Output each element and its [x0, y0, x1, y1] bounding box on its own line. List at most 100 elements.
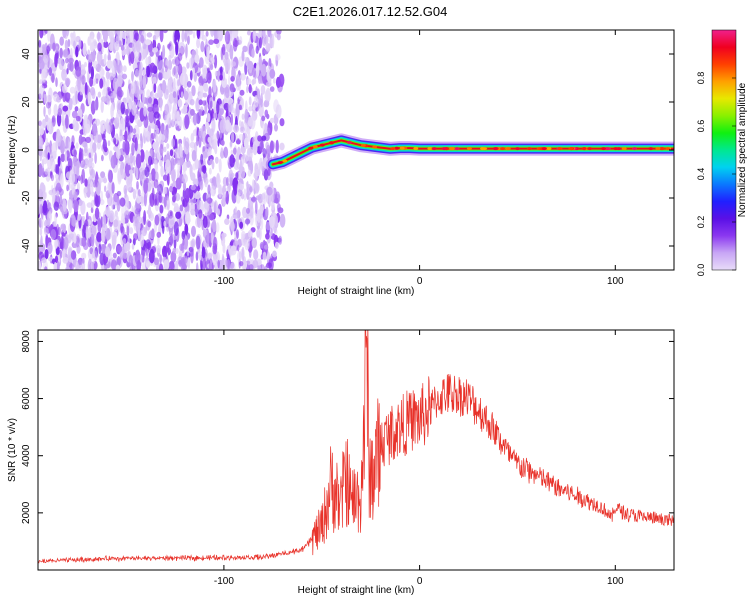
spectrogram-noise-cell: [230, 149, 234, 156]
spectrogram-noise-cell: [48, 87, 53, 101]
spectrogram-noise-cell: [182, 174, 188, 184]
spectrogram-noise-cell: [259, 157, 263, 170]
spectrogram-noise-cell: [146, 65, 151, 78]
spectrogram-noise-cell: [171, 138, 176, 148]
spectrogram-noise-cell: [94, 193, 101, 208]
spectrogram-noise-cell: [175, 248, 179, 254]
spectrogram-noise-cell: [209, 100, 213, 109]
spectrogram-noise-cell: [210, 185, 216, 197]
spectrogram-noise-cell: [73, 199, 79, 213]
spectrogram-noise-cell: [73, 233, 77, 244]
spectrogram-noise-cell: [198, 209, 203, 219]
spectrogram-noise-cell: [159, 204, 164, 214]
spectrogram-noise-cell: [217, 30, 224, 42]
spectrogram-noise-cell: [152, 47, 158, 53]
spectrogram-noise-cell: [232, 147, 237, 155]
spectrogram-noise-cell: [88, 53, 93, 63]
spectrogram-noise-cell: [43, 157, 48, 165]
spectrogram-noise-cell: [68, 200, 73, 214]
spectrogram-trace-cell: [312, 145, 318, 149]
spectrogram-noise-cell: [68, 97, 73, 111]
spectrogram-noise-cell: [65, 30, 70, 37]
spectrogram-noise-cell: [112, 252, 117, 259]
spectrogram-noise-cell: [97, 31, 100, 42]
spectrogram-noise-cell: [153, 124, 158, 131]
spectrogram-noise-cell: [159, 30, 164, 43]
spectrogram-noise-cell: [96, 231, 102, 243]
snr-y-tick-label: 6000: [21, 387, 32, 410]
snr-x-label: Height of straight line (km): [298, 585, 415, 596]
spectrogram-noise-cell: [149, 51, 154, 57]
spectrogram-noise-cell: [261, 135, 267, 141]
snr-x-tick-label: 100: [607, 576, 624, 587]
spectrogram-noise-cell: [142, 262, 146, 270]
snr-y-tick-label: 2000: [21, 501, 32, 524]
spectrogram-noise-cell: [190, 210, 196, 216]
spectrogram-noise-cell: [171, 169, 176, 182]
spectrogram-noise-cell: [260, 92, 264, 108]
spectrogram-noise-cell: [258, 227, 262, 240]
spectrogram-noise-cell: [99, 78, 104, 89]
spectrogram-noise-cell: [251, 48, 255, 59]
snr-x-tick-label: 0: [417, 576, 423, 587]
spectrogram-noise-cell: [54, 194, 60, 208]
spectrogram-noise-cell: [94, 250, 98, 261]
spectrogram-noise-cell: [75, 115, 81, 122]
spectrogram-noise-cell: [176, 159, 182, 165]
spectrogram-noise-cell: [148, 248, 155, 264]
spectrogram-noise-cell: [160, 165, 164, 177]
spectrogram-noise-cell: [228, 74, 231, 87]
spectrogram-noise-cell: [44, 168, 49, 175]
spectrogram-noise-cell: [192, 112, 198, 126]
spectrogram-noise-cell: [100, 171, 106, 179]
spectrogram-noise-cell: [236, 229, 239, 239]
spectrogram-noise-cell: [90, 35, 95, 49]
spectrogram-noise-cell: [72, 118, 77, 131]
spectrogram-noise-cell: [74, 106, 79, 112]
spectrogram-noise-cell: [44, 266, 48, 270]
spectrogram-noise-cell: [62, 199, 67, 212]
spectrogram-noise-cell: [94, 207, 100, 220]
spectrogram-noise-cell: [46, 217, 51, 228]
spectrogram-noise-cell: [68, 137, 72, 150]
spectrogram-noise-cell: [175, 211, 182, 219]
spectrogram-noise-cell: [102, 30, 108, 43]
spectrogram-noise-cell: [265, 141, 270, 150]
spectrogram-noise-cell: [59, 194, 63, 206]
spectrogram-noise-cell: [84, 142, 88, 154]
spectrogram-noise-cell: [45, 137, 49, 146]
spectrogram-noise-cell: [174, 149, 181, 159]
spectrogram-noise-cell: [195, 235, 201, 250]
spectrogram-noise-cell: [145, 97, 149, 105]
spectrogram-noise-cell: [179, 72, 186, 86]
spectrogram-noise-cell: [77, 214, 82, 221]
spectrogram-noise-cell: [130, 132, 134, 139]
spectrogram-noise-cell: [181, 230, 186, 240]
spectrogram-noise-cell: [47, 30, 51, 42]
spectrogram-noise-cell: [48, 67, 52, 76]
spectrogram-noise-cell: [170, 251, 177, 263]
spectrogram-noise-cell: [55, 46, 59, 54]
spectrogram-noise-cell: [247, 169, 252, 177]
spectrogram-noise-cell: [38, 39, 41, 49]
spectrogram-noise-cell: [246, 180, 249, 194]
spectrogram-noise-cell: [206, 70, 212, 84]
spectrogram-noise-cell: [54, 239, 58, 249]
spectrogram-noise-cell: [56, 223, 60, 238]
spectrogram-noise-cell: [161, 79, 167, 94]
spectrogram-noise-cell: [242, 206, 248, 219]
spectrogram-noise-cell: [173, 77, 176, 92]
spectrogram-trace-cell: [390, 147, 396, 151]
spectrogram-noise-cell: [223, 146, 229, 159]
spectrogram-trace-cell: [360, 144, 366, 147]
spectrogram-noise-cell: [131, 142, 135, 156]
spectrogram-noise-cell: [211, 160, 215, 170]
colorbar-tick-label: 0.6: [696, 120, 706, 133]
spectrogram-noise-cell: [62, 49, 69, 58]
spectrogram-noise-cell: [190, 184, 196, 191]
spectrogram-noise-cell: [85, 225, 89, 240]
spectrogram-noise-cell: [97, 91, 102, 98]
spectrogram-noise-cell: [145, 57, 149, 66]
spectrogram-noise-cell: [132, 188, 137, 200]
